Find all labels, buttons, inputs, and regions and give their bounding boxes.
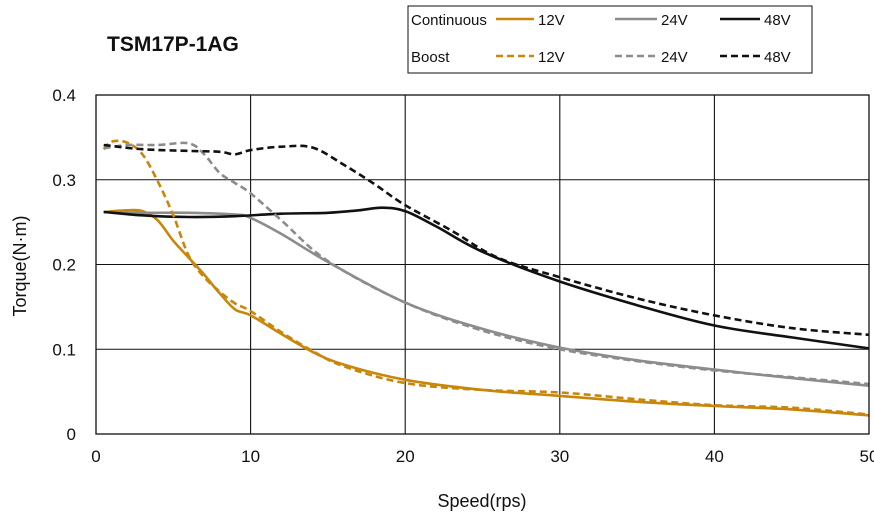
y-tick-label: 0.1 bbox=[52, 340, 76, 359]
y-axis-title: Torque(N·m) bbox=[10, 215, 30, 316]
x-tick-label: 40 bbox=[705, 447, 724, 466]
x-tick-label: 10 bbox=[241, 447, 260, 466]
legend-label-continuous-24v: 24V bbox=[661, 12, 688, 29]
chart-title: TSM17P-1AG bbox=[107, 33, 239, 56]
legend: Continuous Boost 12V 24V 48V 12V 24V 48V bbox=[407, 5, 813, 74]
series-line-boost-12v bbox=[102, 139, 870, 416]
y-tick-labels: 0 0.1 0.2 0.3 0.4 bbox=[52, 86, 76, 444]
x-tick-label: 0 bbox=[91, 447, 100, 466]
legend-group-boost: Boost bbox=[411, 49, 450, 66]
legend-label-boost-48v: 48V bbox=[764, 49, 791, 66]
y-tick-label: 0 bbox=[67, 425, 76, 444]
legend-label-boost-24v: 24V bbox=[661, 49, 688, 66]
legend-label-continuous-12v: 12V bbox=[538, 12, 565, 29]
x-axis-title: Speed(rps) bbox=[437, 491, 526, 511]
legend-label-continuous-48v: 48V bbox=[764, 12, 791, 29]
x-tick-label: 30 bbox=[550, 447, 569, 466]
legend-entries: 12V 24V 48V 12V 24V 48V bbox=[496, 12, 791, 66]
series-line-boost-48v bbox=[103, 143, 870, 337]
y-tick-label: 0.3 bbox=[52, 171, 76, 190]
grid-lines bbox=[96, 95, 869, 434]
y-tick-label: 0.4 bbox=[52, 86, 76, 105]
series-line-continuous-48v bbox=[103, 206, 870, 350]
plot-border bbox=[95, 94, 870, 435]
x-tick-label: 50 bbox=[860, 447, 874, 466]
y-tick-label: 0.2 bbox=[52, 256, 76, 275]
x-tick-labels: 0 10 20 30 40 50 bbox=[91, 447, 874, 466]
series-line-continuous-12v bbox=[103, 208, 870, 417]
x-tick-label: 20 bbox=[396, 447, 415, 466]
legend-box bbox=[407, 5, 813, 74]
series-line-boost-24v bbox=[103, 141, 870, 386]
legend-label-boost-12v: 12V bbox=[538, 49, 565, 66]
series-layer bbox=[102, 139, 870, 417]
legend-group-continuous: Continuous bbox=[411, 12, 487, 29]
